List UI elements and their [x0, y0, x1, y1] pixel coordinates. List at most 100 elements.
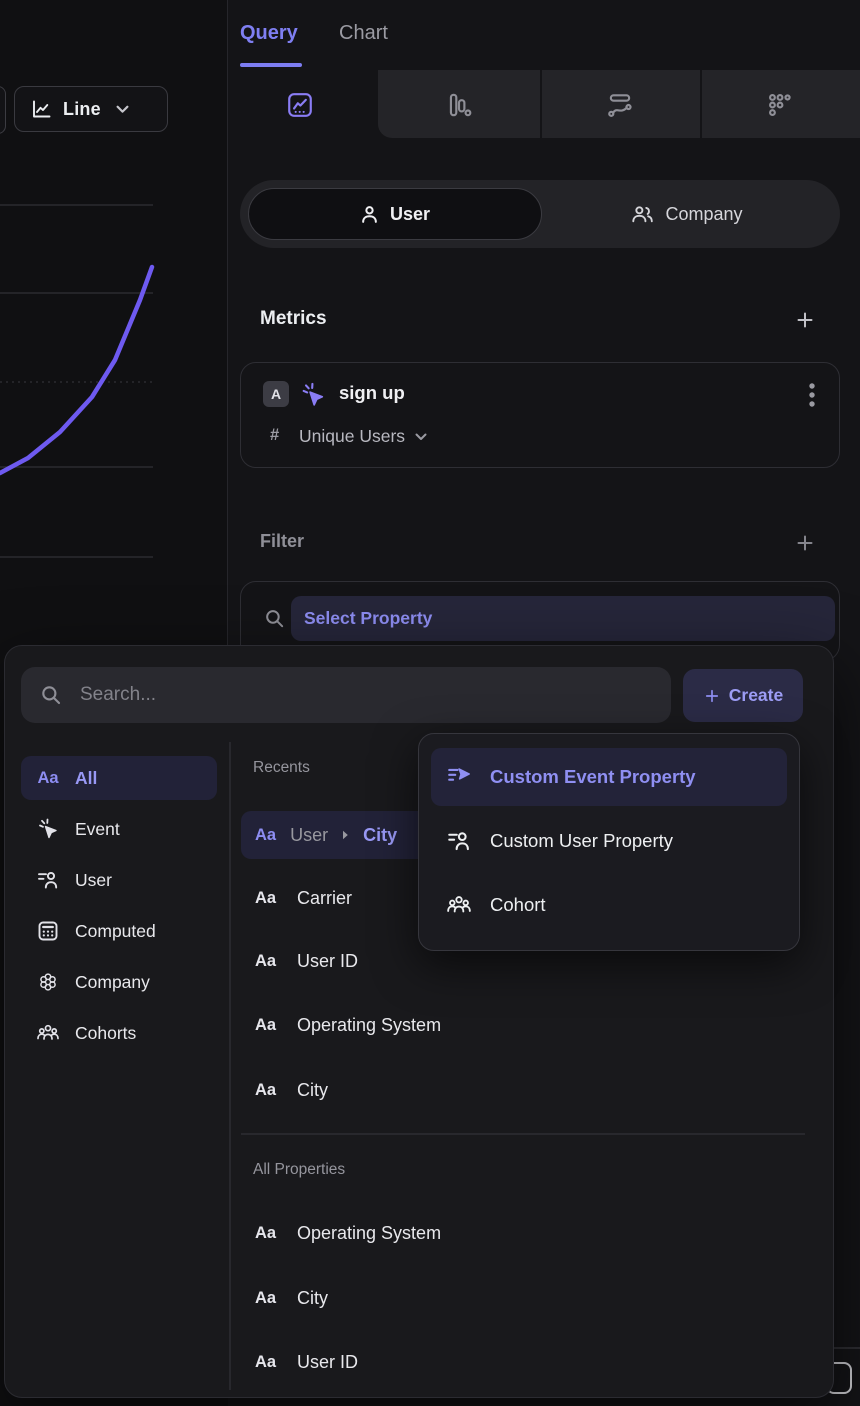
text-property-icon: Aa — [255, 951, 277, 970]
category-company[interactable]: Company — [21, 960, 217, 1004]
property-picker-modal: Create Aa All Event User — [4, 645, 834, 1398]
view-tab-retention[interactable] — [766, 91, 794, 119]
property-parent: User — [290, 824, 329, 845]
category-label: All — [75, 767, 98, 788]
chart-type-label: Line — [63, 98, 101, 119]
view-tab-flows[interactable] — [606, 91, 634, 119]
property-label: City — [363, 824, 398, 845]
create-menu-label: Custom User Property — [490, 830, 673, 851]
plus-icon — [705, 689, 718, 702]
text-property-icon: Aa — [255, 1288, 277, 1307]
aggregation-symbol: # — [270, 426, 280, 444]
funnels-icon — [449, 93, 472, 117]
create-custom-event-property[interactable]: Custom Event Property — [431, 748, 787, 806]
property-label: User ID — [297, 1351, 359, 1372]
search-icon — [266, 610, 284, 628]
metric-badge: A — [263, 381, 289, 407]
scope-option-user[interactable]: User — [248, 188, 542, 240]
create-label: Create — [728, 685, 784, 705]
category-user[interactable]: User — [21, 858, 217, 902]
property-item[interactable]: Aa Operating System — [255, 1209, 441, 1257]
aggregation-label: Unique Users — [299, 426, 406, 446]
category-cohorts[interactable]: Cohorts — [21, 1011, 217, 1055]
company-icon — [40, 973, 56, 991]
picker-search-input[interactable] — [78, 683, 642, 707]
all-properties-title: All Properties — [253, 1161, 346, 1178]
kebab-menu-icon[interactable] — [809, 382, 815, 408]
metrics-title: Metrics — [260, 308, 327, 329]
aggregation-dropdown[interactable]: Unique Users — [299, 426, 427, 447]
category-all[interactable]: Aa All — [21, 756, 217, 800]
view-tab-insights[interactable] — [286, 91, 314, 119]
select-property-placeholder: Select Property — [304, 608, 433, 628]
property-item[interactable]: Aa User ID — [255, 1338, 358, 1386]
recent-property[interactable]: Aa City — [255, 1066, 328, 1114]
create-button[interactable]: Create — [683, 669, 803, 722]
trend-line — [0, 264, 155, 476]
chevron-right-icon — [343, 830, 348, 840]
insights-icon — [288, 93, 312, 117]
add-metric-button[interactable] — [793, 308, 817, 332]
create-cohort[interactable]: Cohort — [431, 876, 787, 934]
category-event[interactable]: Event — [21, 807, 217, 851]
picker-divider — [229, 742, 231, 1390]
property-item[interactable]: Aa City — [255, 1274, 328, 1322]
property-label: Operating System — [297, 1222, 442, 1243]
category-label: Company — [75, 971, 150, 992]
recent-property[interactable]: Aa Operating System — [255, 1001, 441, 1049]
category-label: Computed — [75, 920, 156, 941]
chevron-down-icon — [116, 105, 129, 113]
tab-chart[interactable]: Chart — [339, 22, 388, 44]
background-divider — [833, 1347, 860, 1349]
category-computed[interactable]: Computed — [21, 909, 217, 953]
flows-icon — [608, 94, 632, 117]
view-tab-separator — [700, 70, 702, 138]
property-label: City — [297, 1287, 328, 1308]
property-label: Carrier — [297, 887, 353, 908]
create-menu-popup: Custom Event Property Custom User Proper… — [418, 733, 800, 951]
person-icon — [362, 205, 377, 223]
event-icon — [302, 382, 324, 406]
active-tab-underline — [240, 63, 302, 67]
search-icon — [42, 686, 61, 705]
text-property-icon: Aa — [255, 888, 277, 907]
people-icon — [632, 205, 654, 222]
scope-toggle: User Company — [240, 180, 840, 248]
scope-user-label: User — [389, 203, 431, 224]
text-property-icon: Aa — [255, 1015, 277, 1034]
recents-title: Recents — [253, 759, 310, 776]
filter-card: Select Property — [240, 581, 840, 661]
text-property-icon: Aa — [37, 768, 59, 787]
event-icon — [39, 818, 57, 839]
scope-option-company[interactable]: Company — [542, 188, 832, 240]
metric-card[interactable]: A sign up # Unique Users — [240, 362, 840, 468]
tab-query[interactable]: Query — [240, 22, 298, 44]
property-label: User ID — [297, 950, 359, 971]
line-chart-icon — [33, 100, 51, 118]
create-menu-label: Custom Event Property — [490, 766, 696, 787]
property-label: City — [297, 1079, 328, 1100]
text-property-icon: Aa — [255, 1352, 277, 1371]
recent-property[interactable]: Aa Carrier — [255, 874, 352, 922]
trend-line-chart — [0, 204, 155, 558]
retention-icon — [769, 94, 791, 116]
create-custom-user-property[interactable]: Custom User Property — [431, 812, 787, 870]
view-tab-funnels[interactable] — [445, 91, 473, 119]
select-property-input[interactable]: Select Property — [291, 596, 835, 641]
category-label: User — [75, 869, 112, 890]
property-label: Operating System — [297, 1014, 442, 1035]
chart-type-dropdown[interactable]: Line — [14, 86, 168, 132]
cohort-icon — [447, 896, 471, 913]
category-label: Event — [75, 818, 120, 839]
text-property-icon: Aa — [255, 825, 277, 844]
recent-property-selected[interactable]: Aa User City — [241, 811, 451, 859]
offscreen-button-fragment[interactable] — [0, 86, 6, 134]
user-property-icon — [38, 871, 58, 889]
recent-property[interactable]: Aa User ID — [255, 937, 358, 985]
scope-company-label: Company — [665, 203, 743, 224]
create-menu-label: Cohort — [490, 894, 546, 915]
chevron-down-icon — [415, 433, 427, 440]
metric-name: sign up — [339, 382, 405, 403]
add-filter-button[interactable] — [793, 531, 817, 555]
